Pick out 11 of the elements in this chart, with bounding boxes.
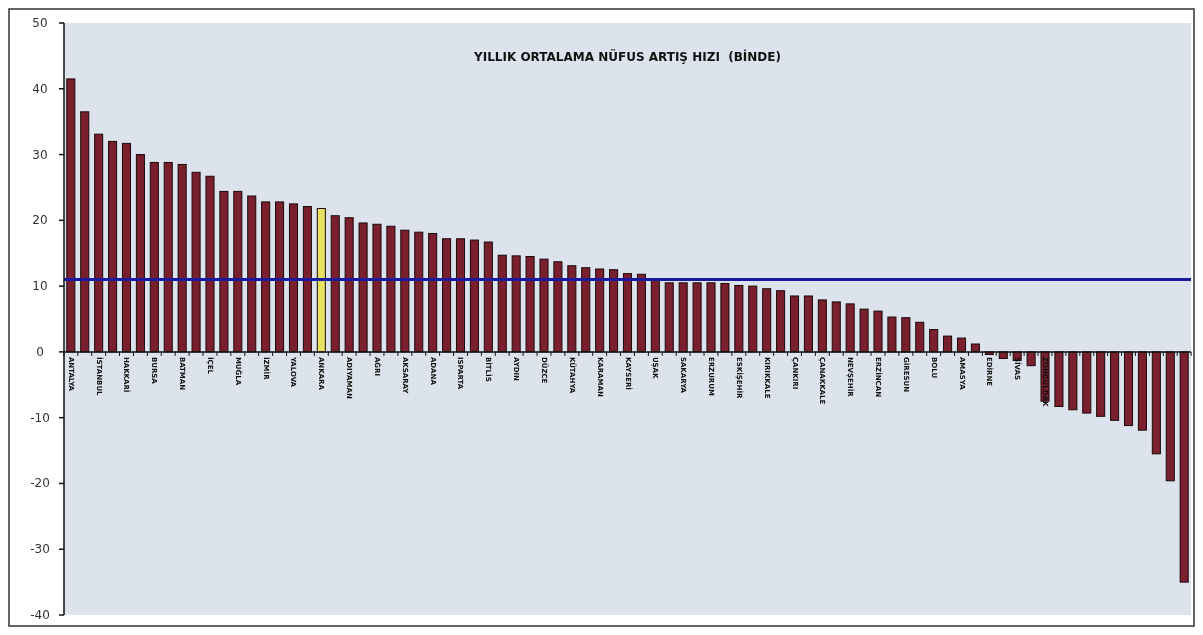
y-tick-label: 40 [32,81,48,96]
y-tick-label: 50 [32,16,48,30]
y-tick-label: 10 [32,279,48,294]
y-tick-label: 0 [36,344,44,359]
y-tick-label: -20 [30,476,50,491]
y-tick-label: -10 [30,410,50,425]
y-tick-label: -40 [30,608,50,622]
y-tick-label: 20 [32,213,48,228]
y-tick-label: -30 [30,542,50,557]
y-tick-label: 30 [32,147,48,162]
text: YILLIK ORTALAMA NÜFUS ARTIŞ HIZI (BİNDE) [473,49,781,64]
